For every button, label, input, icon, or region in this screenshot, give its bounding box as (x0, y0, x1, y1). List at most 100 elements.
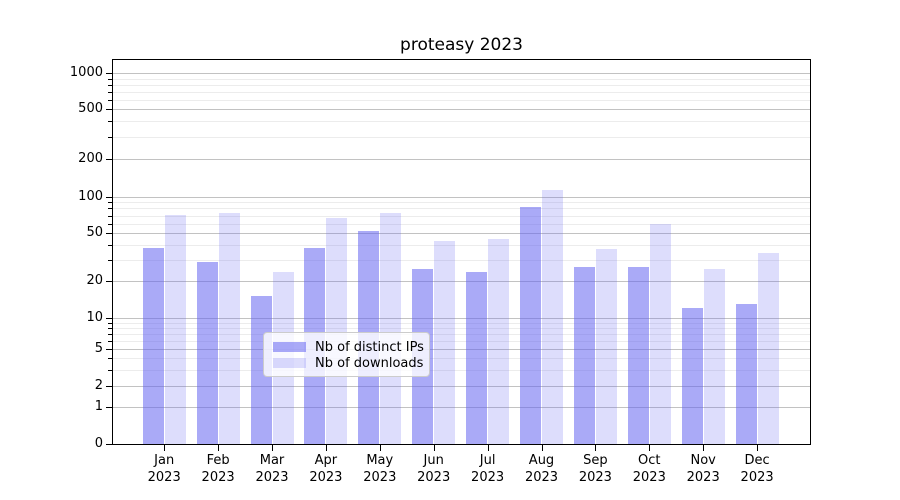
y-tick-label: 20 (86, 273, 103, 288)
x-label-month: Jun (423, 453, 444, 468)
legend-swatch-downloads (273, 358, 306, 368)
x-tick (649, 445, 651, 451)
x-tick-label: Jan 2023 (136, 452, 192, 486)
gridline-minor (113, 328, 810, 329)
gridline-minor (113, 137, 810, 138)
y-major-tick (106, 159, 112, 160)
y-tick-label: 1 (94, 398, 103, 414)
x-label-year: 2023 (632, 470, 666, 485)
bar-downloads-jan (164, 214, 186, 444)
y-major-tick (106, 386, 112, 387)
gridline-minor (113, 92, 810, 93)
x-tick (757, 445, 759, 451)
x-tick (595, 445, 597, 451)
x-tick-label: Dec 2023 (729, 452, 785, 486)
x-tick-label: Nov 2023 (675, 452, 731, 486)
y-major-tick (106, 444, 112, 445)
gridline-minor (113, 341, 810, 342)
bar-downloads-apr (326, 217, 348, 444)
y-major-tick (106, 407, 112, 408)
bar-downloads-nov (703, 269, 725, 444)
bar-downloads-dec (757, 253, 779, 444)
x-label-month: May (366, 453, 394, 468)
bar-downloads-feb (218, 212, 240, 444)
x-label-year: 2023 (201, 470, 235, 485)
gridline-major (113, 233, 810, 234)
gridline-minor (113, 100, 810, 101)
gridline-minor (113, 216, 810, 217)
x-label-month: Nov (690, 453, 716, 468)
x-tick (218, 445, 220, 451)
x-tick (541, 445, 543, 451)
y-minor-tick (108, 100, 112, 101)
x-tick-label: Apr 2023 (298, 452, 354, 486)
bar-distinct-ips-jan (142, 247, 164, 444)
y-minor-tick (108, 358, 112, 359)
gridline-major (113, 109, 810, 110)
x-tick (703, 445, 705, 451)
gridline-major (113, 349, 810, 350)
bar-distinct-ips-dec (735, 303, 757, 444)
y-minor-tick (108, 92, 112, 93)
x-label-year: 2023 (524, 470, 559, 485)
gridline-major (113, 407, 810, 408)
bar-distinct-ips-oct (627, 267, 649, 444)
x-label-year: 2023 (740, 470, 774, 485)
y-tick-label: 1000 (69, 65, 103, 81)
x-label-year: 2023 (309, 470, 343, 485)
gridline-major (113, 197, 810, 198)
legend-item-downloads: Nb of downloads (273, 355, 423, 371)
y-minor-tick (108, 85, 112, 86)
bar-downloads-jun (434, 241, 456, 444)
y-minor-tick (108, 328, 112, 329)
gridline-minor (113, 79, 810, 80)
y-minor-tick (108, 137, 112, 138)
x-tick-label: Oct 2023 (621, 452, 677, 486)
y-tick-label: 10 (86, 309, 103, 325)
y-tick-label: 500 (78, 101, 103, 117)
x-label-month: Sep (583, 453, 608, 468)
y-minor-tick (108, 216, 112, 217)
gridline-minor (113, 370, 810, 371)
y-minor-tick (108, 79, 112, 80)
x-tick-label: Aug 2023 (514, 452, 570, 486)
x-label-month: Mar (259, 453, 285, 468)
bar-distinct-ips-aug (520, 207, 541, 444)
x-tick-label: Mar 2023 (244, 452, 300, 486)
x-tick-label: Sep 2023 (567, 452, 623, 486)
x-label-year: 2023 (363, 470, 397, 485)
y-tick-label: 2 (94, 377, 103, 393)
bar-distinct-ips-sep (573, 267, 595, 444)
legend-label-distinct-ips: Nb of distinct IPs (315, 339, 424, 355)
y-minor-tick (108, 370, 112, 371)
gridline-major (113, 281, 810, 282)
bar-distinct-ips-jul (466, 271, 488, 444)
x-tick-label: Jul 2023 (460, 452, 516, 486)
y-minor-tick (108, 224, 112, 225)
y-minor-tick (108, 245, 112, 246)
x-label-year: 2023 (686, 470, 720, 485)
legend-item-distinct-ips: Nb of distinct IPs (273, 339, 424, 355)
gridline-major (113, 318, 810, 319)
x-label-year: 2023 (578, 470, 612, 485)
y-tick-label: 50 (86, 225, 103, 241)
x-tick (164, 445, 166, 451)
gridline-minor (113, 260, 810, 261)
y-minor-tick (108, 334, 112, 335)
y-major-tick (106, 318, 112, 319)
gridline-minor (113, 334, 810, 335)
gridline-minor (113, 245, 810, 246)
y-major-tick (106, 233, 112, 234)
y-tick-label: 200 (78, 151, 103, 166)
gridline-minor (113, 208, 810, 209)
x-label-year: 2023 (147, 470, 181, 485)
x-label-month: Feb (206, 453, 230, 468)
bar-distinct-ips-nov (681, 308, 703, 444)
x-label-year: 2023 (471, 470, 505, 485)
bar-distinct-ips-feb (196, 261, 218, 444)
gridline-major (113, 73, 810, 74)
legend-swatch-distinct-ips (273, 342, 306, 352)
bar-downloads-jul (488, 238, 510, 444)
gridline-minor (113, 358, 810, 359)
y-tick-label: 0 (94, 436, 103, 451)
